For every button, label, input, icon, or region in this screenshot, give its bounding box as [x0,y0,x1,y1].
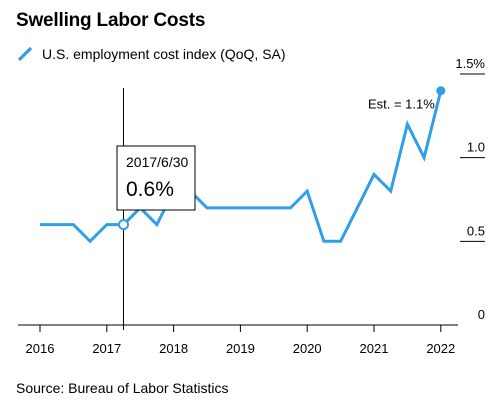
legend: U.S. employment cost index (QoQ, SA) [16,45,286,63]
x-tick-label-2021: 2021 [360,341,389,356]
x-tick-label-2022: 2022 [426,341,455,356]
x-tick-label-2017: 2017 [92,341,121,356]
y-tick-label-1_0: 1.0 [467,140,485,155]
x-tick-label-2016: 2016 [26,341,55,356]
x-tick-label-2019: 2019 [226,341,255,356]
legend-line-icon [17,46,33,62]
y-tick-label-0_5: 0.5 [467,223,485,238]
tooltip-date: 2017/6/30 [126,154,188,170]
x-tick-label-2020: 2020 [293,341,322,356]
tooltip-box [116,145,196,211]
x-tick-label-2018: 2018 [159,341,188,356]
y-tick-label-0: 0 [478,307,485,322]
tooltip-value: 0.6% [126,178,174,201]
series-end-point [436,86,446,96]
estimate-annotation: Est. = 1.1% [368,97,435,112]
series-line [40,90,443,244]
hover-point [118,219,129,231]
chart-title: Swelling Labor Costs [16,10,206,31]
y-tick-label-1_5_: 1.5% [455,56,485,71]
legend-label: U.S. employment cost index (QoQ, SA) [42,46,286,62]
source-note: Source: Bureau of Labor Statistics [16,380,229,396]
